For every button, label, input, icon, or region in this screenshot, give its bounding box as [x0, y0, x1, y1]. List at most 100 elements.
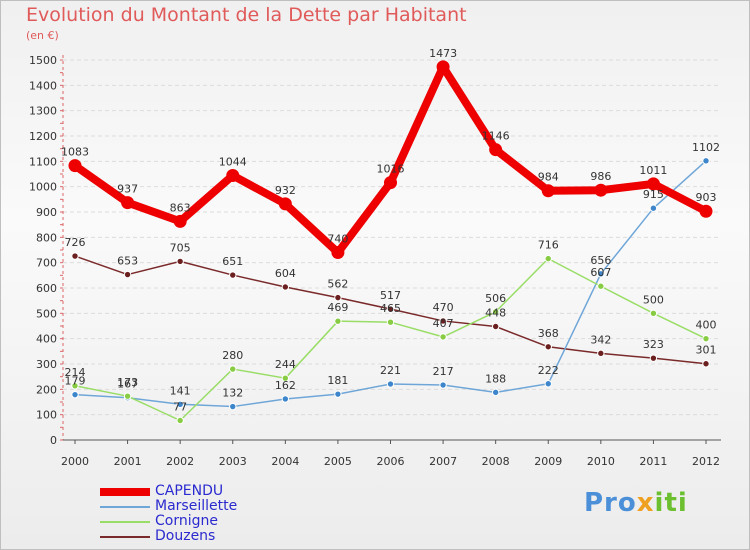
x-tick-label: 2004	[271, 455, 299, 468]
data-point	[544, 254, 552, 263]
legend-item: Marseillette	[100, 499, 260, 514]
data-point	[597, 282, 605, 290]
legend-swatch	[100, 536, 150, 538]
data-point	[71, 390, 79, 399]
data-point	[281, 395, 290, 403]
data-label: 301	[696, 344, 717, 357]
data-label: 500	[643, 293, 664, 306]
data-point	[334, 317, 342, 325]
data-point	[386, 305, 395, 313]
data-label: 214	[65, 366, 86, 379]
data-point	[331, 246, 345, 260]
data-label: 506	[485, 292, 506, 305]
data-point	[384, 176, 397, 190]
chart-legend: CAPENDU Marseillette Cornigne Douzens	[100, 484, 260, 544]
legend-swatch	[100, 488, 150, 496]
chart-unit: (en €)	[26, 29, 59, 42]
data-label: 181	[327, 374, 348, 387]
data-point	[229, 271, 237, 279]
data-point	[123, 270, 132, 279]
x-tick-label: 2002	[166, 455, 194, 468]
data-label: 656	[590, 254, 611, 267]
data-label: 932	[275, 184, 296, 197]
data-label: 141	[170, 384, 191, 397]
data-point	[386, 318, 395, 326]
data-label: 465	[380, 302, 401, 315]
legend-item: CAPENDU	[100, 484, 260, 499]
data-label: 1083	[61, 146, 89, 159]
data-label: 188	[485, 372, 506, 385]
data-point	[226, 169, 240, 183]
legend-item: Douzens	[100, 529, 260, 544]
data-point	[281, 374, 290, 382]
data-point	[489, 143, 503, 157]
data-point	[699, 204, 713, 218]
x-tick-label: 2007	[429, 455, 457, 468]
data-label: 984	[538, 171, 559, 184]
y-tick-label: 200	[36, 383, 57, 396]
data-point	[544, 343, 552, 351]
data-point	[176, 400, 184, 408]
data-point	[649, 354, 658, 362]
data-label: 244	[275, 358, 296, 371]
x-tick-label: 2001	[114, 455, 142, 468]
data-label: 607	[590, 266, 611, 279]
data-point	[649, 204, 658, 212]
legend-label: Cornigne	[155, 513, 218, 529]
data-label: 368	[538, 327, 559, 340]
data-point	[541, 184, 555, 198]
y-tick-label: 1500	[29, 54, 57, 67]
data-label: 705	[170, 241, 191, 254]
x-tick-label: 2005	[324, 455, 352, 468]
data-label: 716	[538, 239, 559, 252]
data-label: 1102	[692, 141, 720, 154]
data-point	[597, 270, 605, 278]
data-point	[594, 183, 608, 197]
y-tick-label: 600	[36, 282, 57, 295]
data-label: 517	[380, 289, 401, 302]
data-label: 132	[222, 387, 243, 400]
series-line-capendu	[72, 62, 708, 257]
data-label: 903	[696, 191, 717, 204]
x-tick-label: 2006	[377, 455, 405, 468]
data-label: 470	[433, 301, 454, 314]
data-label: 77	[173, 400, 187, 413]
data-point	[597, 349, 605, 358]
data-point	[439, 333, 447, 341]
y-tick-label: 1100	[29, 155, 57, 168]
x-tick-label: 2010	[587, 455, 615, 468]
data-label: 342	[590, 333, 611, 346]
legend-swatch	[100, 521, 150, 523]
y-tick-label: 900	[36, 206, 57, 219]
data-point	[121, 196, 135, 210]
y-tick-label: 1400	[29, 79, 57, 92]
data-label: 863	[170, 201, 191, 214]
legend-label: Marseillette	[155, 498, 238, 514]
data-label: 280	[222, 349, 243, 362]
data-label: 469	[327, 301, 348, 314]
data-label: 221	[380, 364, 401, 377]
x-tick-label: 2011	[639, 455, 667, 468]
data-point	[386, 380, 395, 388]
data-label: 562	[327, 278, 348, 291]
data-label: 448	[485, 307, 506, 320]
data-point	[544, 380, 552, 388]
y-tick-label: 400	[36, 333, 57, 346]
data-label: 1016	[377, 163, 405, 176]
y-tick-label: 300	[36, 358, 57, 371]
data-point	[439, 381, 447, 389]
data-point	[702, 360, 710, 368]
data-point	[281, 283, 290, 291]
data-label: 323	[643, 338, 664, 351]
y-tick-label: 700	[36, 257, 57, 270]
data-point	[491, 388, 500, 397]
data-point	[439, 317, 447, 325]
data-point	[176, 416, 184, 425]
data-label: 651	[222, 255, 243, 268]
data-point	[649, 309, 658, 318]
data-label: 167	[117, 378, 138, 391]
y-tick-label: 1300	[29, 105, 57, 118]
data-label: 1011	[639, 164, 667, 177]
data-label: 740	[327, 233, 348, 246]
